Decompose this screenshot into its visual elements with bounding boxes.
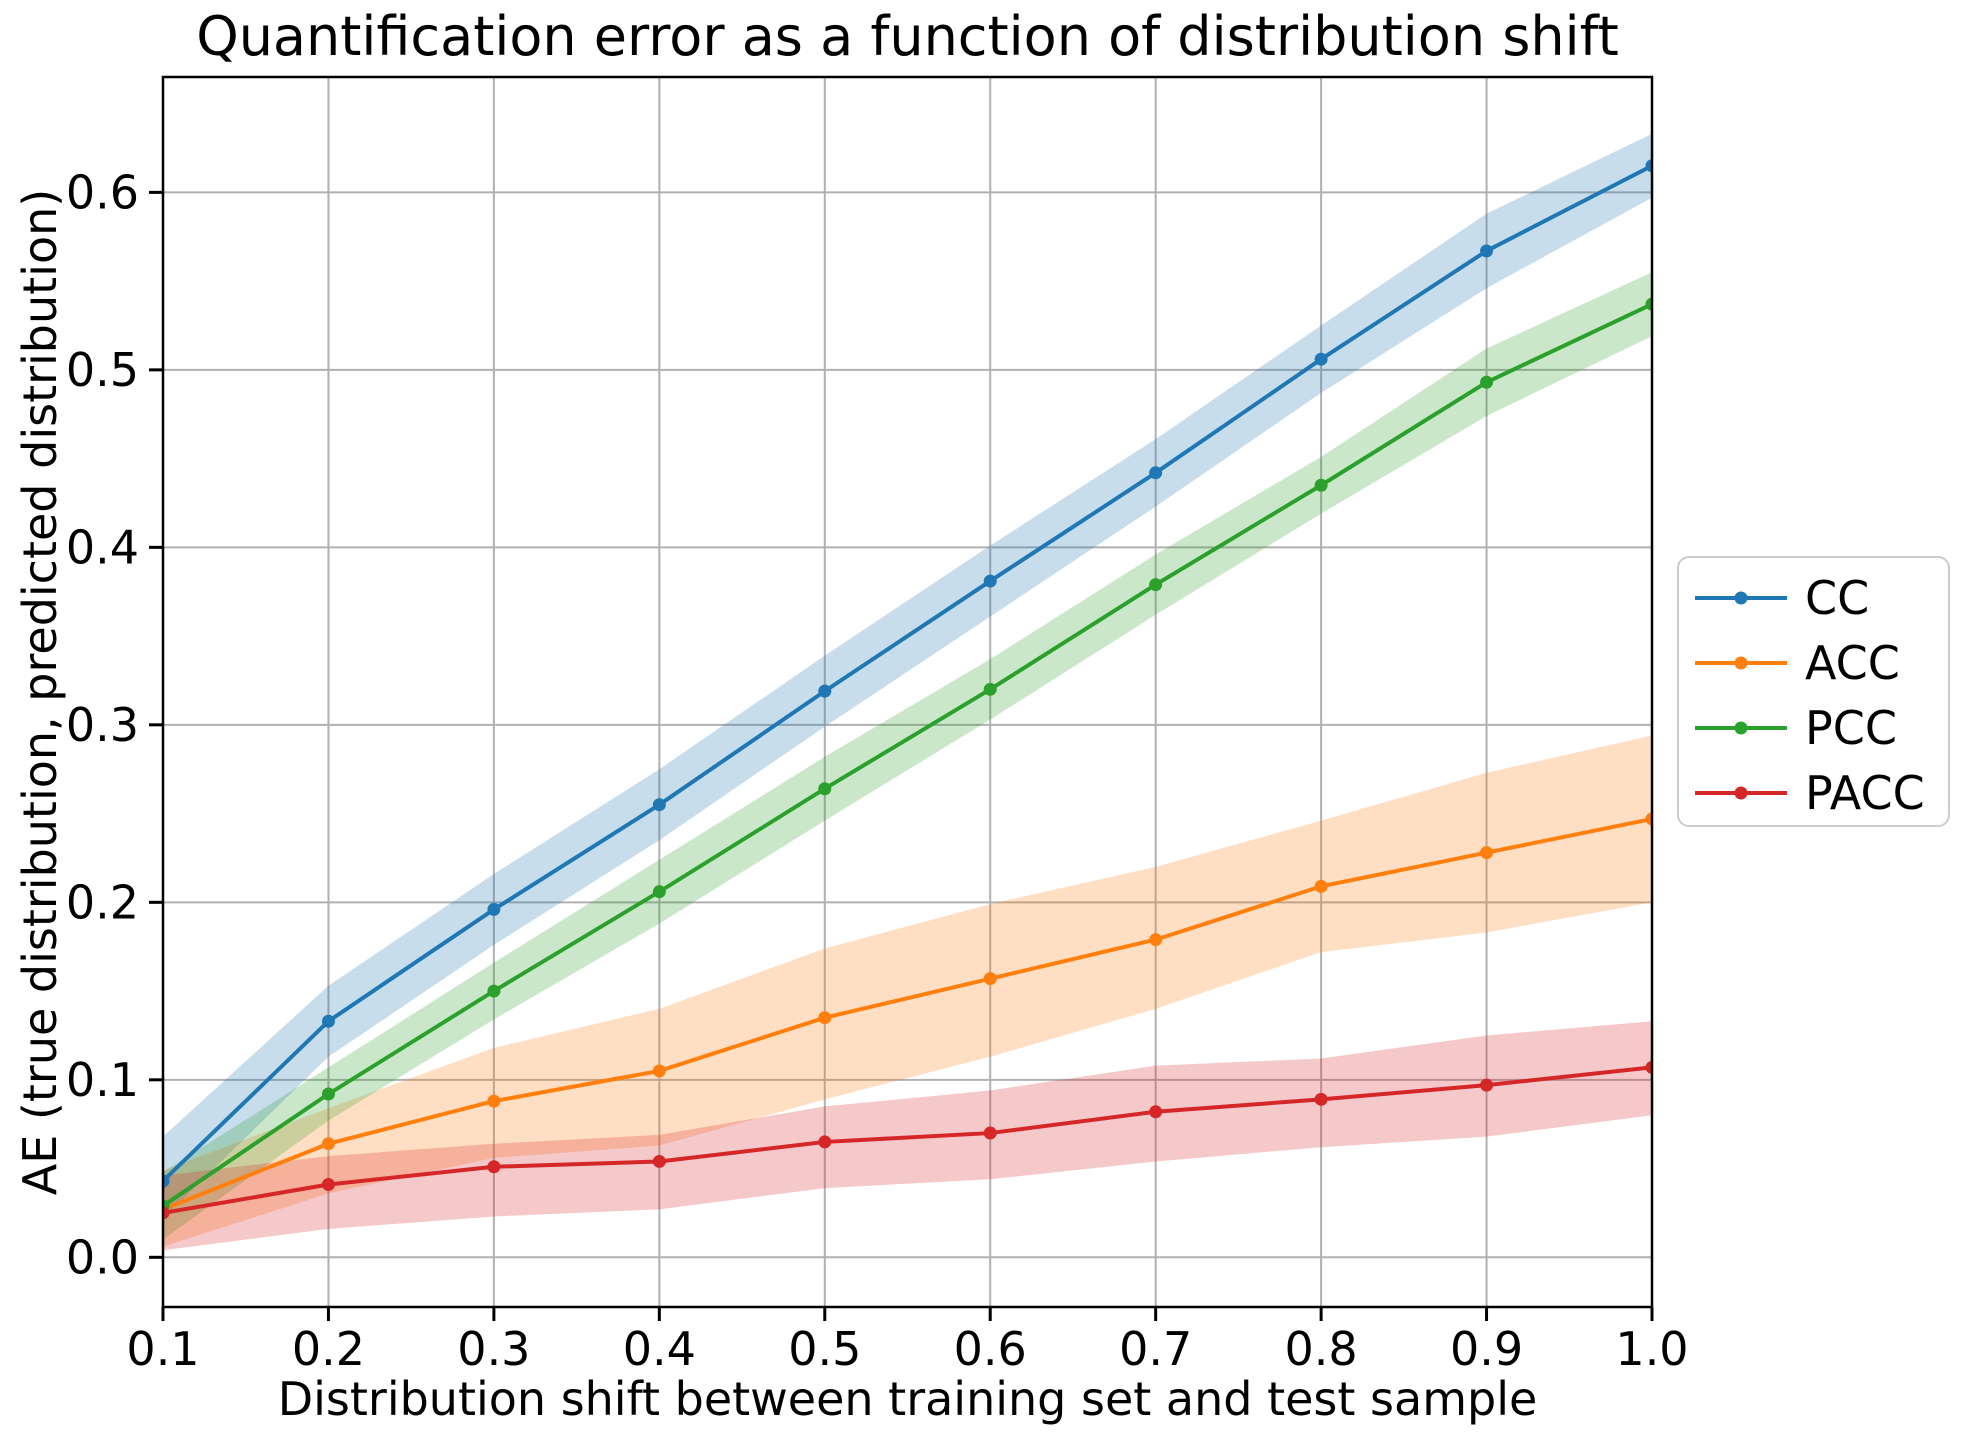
legend-line-sample (1695, 721, 1787, 734)
marker (1645, 812, 1652, 826)
x-tick-label: 1.0 (1615, 1322, 1688, 1376)
y-tick-label: 0.2 (66, 875, 139, 929)
marker (1645, 159, 1652, 173)
marker (487, 902, 501, 916)
legend-line-sample (1695, 786, 1787, 799)
marker (321, 1137, 335, 1151)
marker (818, 782, 832, 796)
marker (1149, 578, 1163, 592)
marker (1149, 466, 1163, 480)
x-tick-label: 0.1 (126, 1322, 199, 1376)
marker (321, 1087, 335, 1101)
marker (163, 1206, 170, 1220)
y-tick-label: 0.3 (66, 698, 139, 752)
legend-label: CC (1805, 570, 1870, 625)
tick-labels: 0.1 0.2 0.3 0.4 0.5 0.6 0.7 0.8 0.9 1.0 0.0 0.1 0.2 0… (66, 165, 1689, 1376)
marker (652, 1154, 666, 1168)
y-tick-label: 0.6 (66, 165, 139, 219)
markers-acc (163, 812, 1652, 1216)
series-lines (163, 159, 1652, 1220)
marker (1645, 1060, 1652, 1074)
x-tick-label: 0.7 (1119, 1322, 1192, 1376)
marker (1480, 1078, 1494, 1092)
band-pcc (163, 272, 1652, 1240)
x-tick-label: 0.8 (1285, 1322, 1358, 1376)
marker (983, 574, 997, 588)
x-tick-label: 0.2 (292, 1322, 365, 1376)
marker (487, 1160, 501, 1174)
chart-title: Quantification error as a function of di… (196, 5, 1619, 68)
marker (487, 984, 501, 998)
marker (818, 1135, 832, 1149)
legend: CC ACC PCC PACC (1677, 556, 1950, 827)
marker (983, 972, 997, 986)
y-tick-label: 0.0 (66, 1230, 139, 1284)
x-tick-label: 0.5 (788, 1322, 861, 1376)
legend-entry-pcc: PCC (1693, 695, 1948, 760)
band-acc (163, 735, 1652, 1247)
marker (1480, 244, 1494, 258)
legend-label: PACC (1805, 765, 1925, 820)
line-pacc (163, 1065, 1652, 1215)
marker (487, 1094, 501, 1108)
legend-entry-acc: ACC (1693, 630, 1948, 695)
y-tick-label: 0.1 (66, 1053, 139, 1107)
markers-cc (163, 159, 1652, 1188)
marker (1149, 933, 1163, 947)
line-cc (163, 163, 1652, 1183)
tick-marks (149, 190, 1654, 1321)
legend-line-sample (1695, 591, 1787, 604)
markers-pacc (163, 1060, 1652, 1220)
marker (818, 684, 832, 698)
legend-line-sample (1695, 656, 1787, 669)
marker (1480, 846, 1494, 860)
marker (1314, 352, 1328, 366)
x-axis-label: Distribution shift between training set … (277, 1372, 1538, 1426)
line-pcc (163, 302, 1652, 1208)
marker (1314, 1092, 1328, 1106)
legend-entry-cc: CC (1693, 565, 1948, 630)
x-tick-label: 0.3 (457, 1322, 530, 1376)
marker (321, 1014, 335, 1028)
marker (1314, 879, 1328, 893)
marker (321, 1178, 335, 1192)
x-tick-label: 0.4 (623, 1322, 696, 1376)
marker (1314, 478, 1328, 492)
legend-label: ACC (1805, 635, 1900, 690)
legend-entry-pacc: PACC (1693, 760, 1948, 825)
y-axis-label: AE (true distribution, predicted distrib… (13, 188, 67, 1196)
marker (1480, 375, 1494, 389)
marker (1645, 297, 1652, 311)
markers-pcc (163, 297, 1652, 1213)
marker (983, 682, 997, 696)
axes-spines (161, 75, 1654, 1309)
plot-background (163, 77, 1652, 1307)
marker (652, 885, 666, 899)
marker (1149, 1105, 1163, 1119)
y-tick-label: 0.4 (66, 520, 139, 574)
marker (652, 798, 666, 812)
band-cc (163, 133, 1652, 1219)
x-tick-label: 0.9 (1450, 1322, 1523, 1376)
y-tick-label: 0.5 (66, 343, 139, 397)
x-tick-label: 0.6 (954, 1322, 1027, 1376)
marker (983, 1126, 997, 1140)
line-acc (163, 816, 1652, 1212)
marker (163, 1174, 170, 1188)
marker (652, 1064, 666, 1078)
legend-label: PCC (1805, 700, 1897, 755)
marker (818, 1011, 832, 1025)
